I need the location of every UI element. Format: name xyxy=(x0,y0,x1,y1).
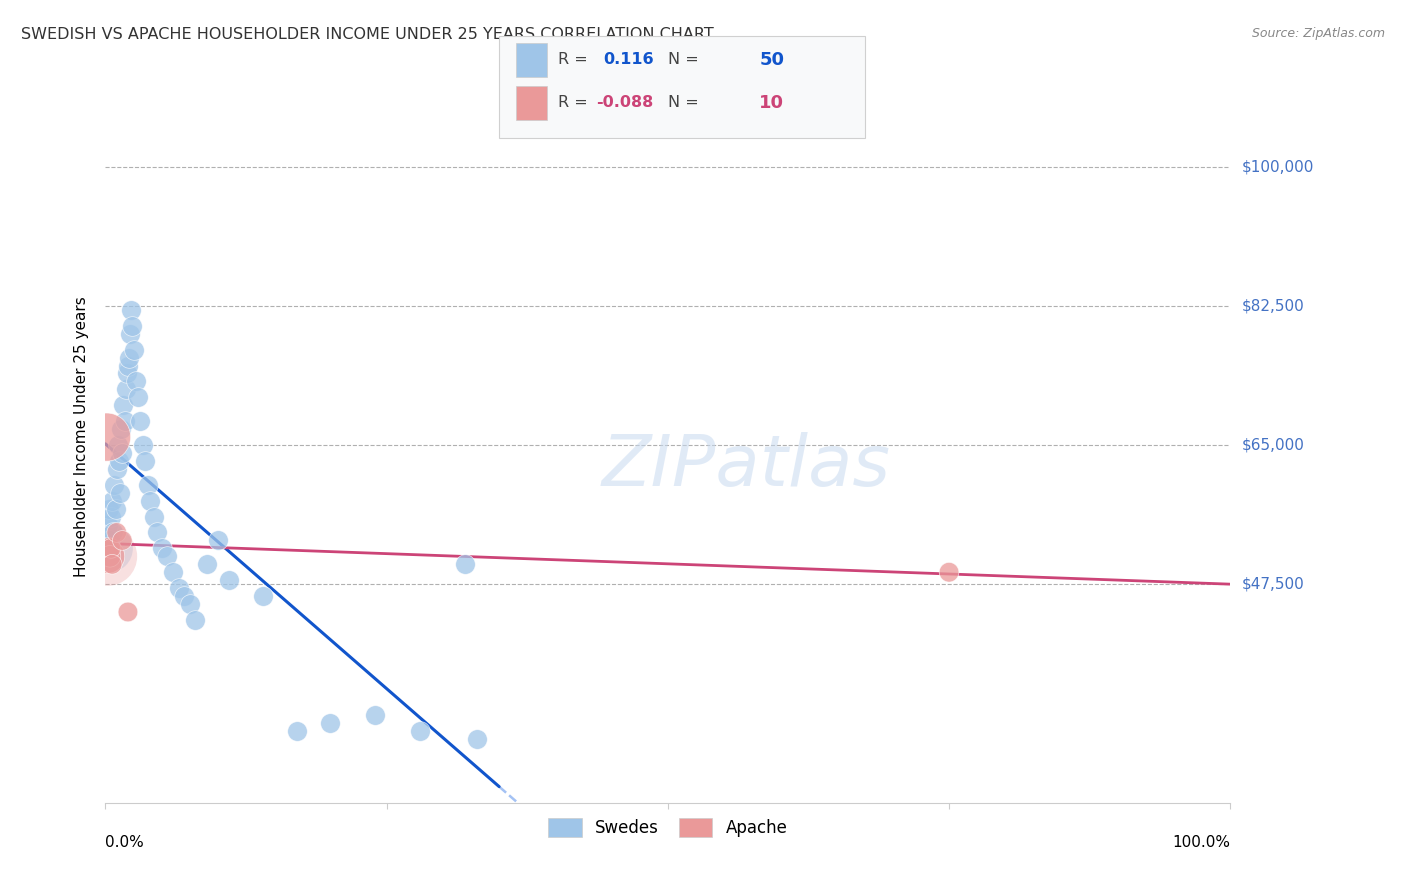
Text: R =: R = xyxy=(558,95,588,111)
Point xyxy=(285,724,308,739)
Point xyxy=(173,589,195,603)
Point xyxy=(103,525,125,540)
Point xyxy=(139,493,162,508)
Point xyxy=(179,597,201,611)
Point xyxy=(125,375,148,389)
Point xyxy=(96,430,118,444)
Text: R =: R = xyxy=(558,53,588,67)
Point xyxy=(184,613,207,627)
Point xyxy=(118,351,141,365)
Text: $100,000: $100,000 xyxy=(1241,160,1313,174)
Text: 10: 10 xyxy=(759,94,785,112)
Point xyxy=(97,549,120,564)
Point xyxy=(101,558,124,572)
Point xyxy=(101,493,124,508)
Point xyxy=(108,454,131,468)
Point xyxy=(142,509,165,524)
Text: -0.088: -0.088 xyxy=(596,95,654,111)
Point xyxy=(364,708,387,723)
Text: N =: N = xyxy=(668,53,699,67)
Point xyxy=(122,343,145,357)
Point xyxy=(117,359,139,373)
Point xyxy=(103,477,125,491)
Y-axis label: Householder Income Under 25 years: Householder Income Under 25 years xyxy=(75,297,90,577)
Point xyxy=(100,541,122,556)
Point xyxy=(98,533,121,548)
Point xyxy=(319,716,342,731)
Point xyxy=(97,541,120,556)
Point xyxy=(136,477,159,491)
Point xyxy=(465,732,488,747)
Text: SWEDISH VS APACHE HOUSEHOLDER INCOME UNDER 25 YEARS CORRELATION CHART: SWEDISH VS APACHE HOUSEHOLDER INCOME UND… xyxy=(21,27,714,42)
Text: 0.116: 0.116 xyxy=(603,53,654,67)
Point xyxy=(252,589,274,603)
Point xyxy=(115,367,138,381)
Point xyxy=(107,438,129,452)
Text: ZIPatlas: ZIPatlas xyxy=(602,432,891,500)
Point xyxy=(112,398,135,412)
Text: Source: ZipAtlas.com: Source: ZipAtlas.com xyxy=(1251,27,1385,40)
Point xyxy=(108,485,131,500)
Point xyxy=(218,573,240,587)
Point xyxy=(167,581,190,595)
Point xyxy=(110,422,132,436)
Point xyxy=(97,549,120,564)
Point xyxy=(105,462,128,476)
Point xyxy=(120,302,142,317)
Point xyxy=(111,446,134,460)
Point xyxy=(938,566,960,580)
Text: 0.0%: 0.0% xyxy=(105,835,145,849)
Point xyxy=(134,454,156,468)
Text: $47,500: $47,500 xyxy=(1241,576,1305,591)
Text: 100.0%: 100.0% xyxy=(1173,835,1230,849)
Point xyxy=(150,541,173,556)
Text: $65,000: $65,000 xyxy=(1241,438,1305,452)
Text: $82,500: $82,500 xyxy=(1241,299,1305,313)
Point xyxy=(127,390,149,404)
Point xyxy=(104,501,127,516)
Point xyxy=(97,517,120,532)
Point xyxy=(207,533,229,548)
Point xyxy=(97,501,120,516)
Text: N =: N = xyxy=(668,95,699,111)
Point xyxy=(100,509,122,524)
Point xyxy=(121,318,143,333)
Point xyxy=(409,724,432,739)
Point xyxy=(162,566,184,580)
Point xyxy=(97,541,120,556)
Point xyxy=(120,326,142,341)
Point xyxy=(131,438,153,452)
Point xyxy=(114,383,136,397)
Point xyxy=(146,525,169,540)
Point xyxy=(98,549,121,564)
Point xyxy=(129,414,152,428)
Legend: Swedes, Apache: Swedes, Apache xyxy=(540,810,796,846)
Point xyxy=(105,525,128,540)
Point xyxy=(156,549,179,564)
Point xyxy=(111,533,134,548)
Point xyxy=(117,605,139,619)
Text: 50: 50 xyxy=(759,51,785,69)
Point xyxy=(454,558,477,572)
Point xyxy=(114,414,136,428)
Point xyxy=(195,558,218,572)
